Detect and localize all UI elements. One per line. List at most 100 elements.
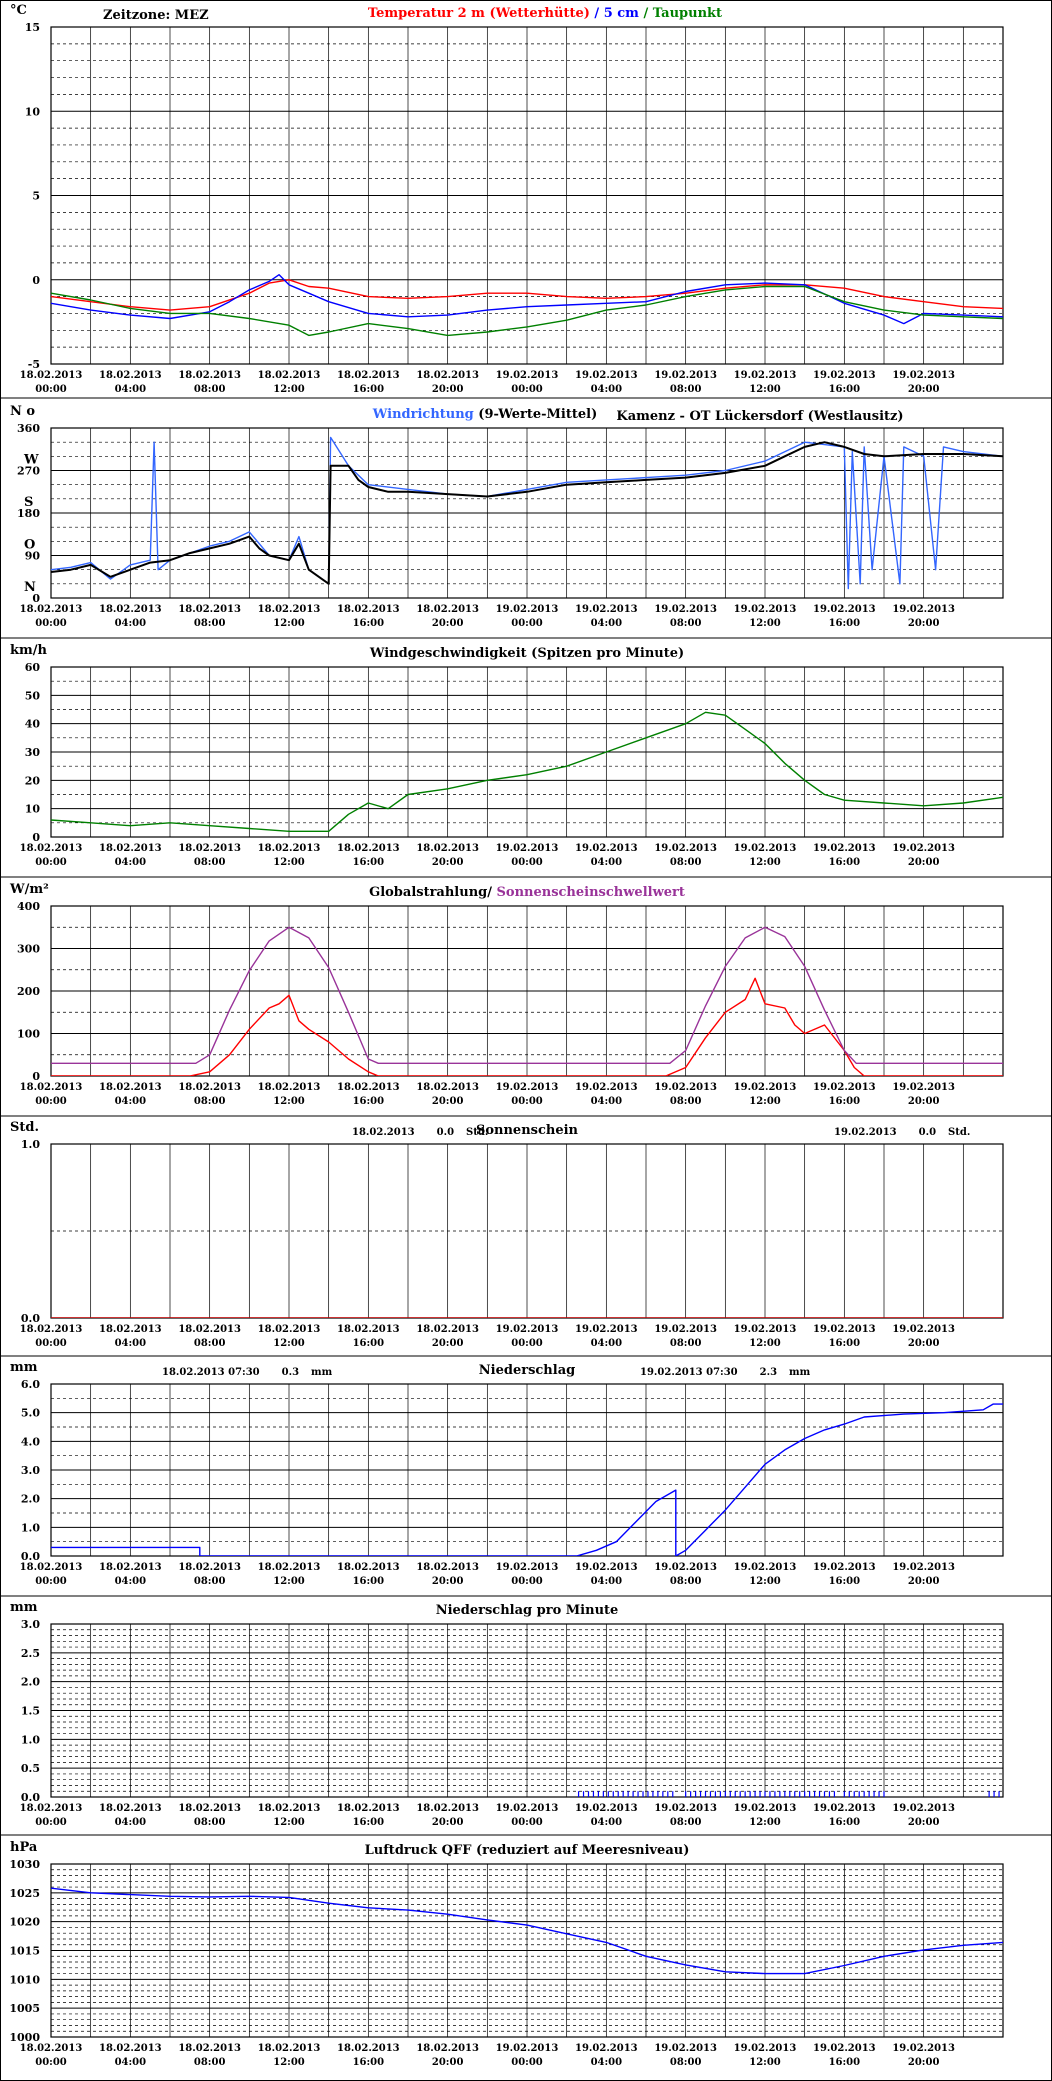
panel-pressure: 1000 1005 1010 1015 1020 1025 1030 hPa Luftdruck…: [9, 1840, 1004, 2068]
x-tick-time: 12:00: [749, 1096, 781, 1107]
x-tick-time: 00:00: [511, 857, 543, 868]
x-tick-time: 20:00: [432, 1338, 464, 1349]
x-tick-time: 08:00: [670, 1338, 702, 1349]
y-tick-label: 2.5: [21, 1647, 40, 1660]
x-tick-time: 08:00: [194, 1576, 226, 1587]
panel-title: Sonnenschein: [476, 1123, 579, 1138]
y-tick-label: 15: [25, 21, 40, 34]
x-tick-time: 00:00: [511, 384, 543, 395]
x-tick-date: 18.02.2013: [416, 1082, 479, 1093]
y-tick-label: 300: [17, 943, 40, 956]
x-tick-date: 19.02.2013: [575, 843, 638, 854]
series-group: [51, 1887, 1003, 1975]
panel-temperature: -5 0 5 10 15 °C Temperatur 2 m (Wetterhütte) /…: [10, 3, 1004, 395]
y-tick-label: 270: [17, 465, 40, 478]
daily-unit: mm: [311, 1367, 333, 1378]
x-tick-date: 19.02.2013: [813, 1324, 876, 1335]
y-tick-label: 0: [32, 1070, 40, 1083]
x-tick-time: 08:00: [670, 2057, 702, 2068]
x-tick-time: 20:00: [432, 1096, 464, 1107]
y-tick-label: 100: [17, 1028, 40, 1041]
y-tick-label: -5: [28, 358, 40, 371]
x-tick-date: 18.02.2013: [178, 604, 241, 615]
x-tick-date: 18.02.2013: [178, 1562, 241, 1573]
x-tick-time: 20:00: [908, 1817, 940, 1828]
x-tick-date: 18.02.2013: [337, 1562, 400, 1573]
y-tick-label: 1.0: [21, 1138, 40, 1151]
x-tick-time: 08:00: [670, 384, 702, 395]
unit-label: °C: [10, 3, 27, 18]
x-tick-date: 18.02.2013: [416, 604, 479, 615]
x-tick-time: 20:00: [432, 618, 464, 629]
x-tick-date: 19.02.2013: [654, 1082, 717, 1093]
x-tick-date: 19.02.2013: [654, 1562, 717, 1573]
x-tick-date: 18.02.2013: [258, 1562, 321, 1573]
x-tick-date: 19.02.2013: [496, 370, 559, 381]
x-tick-date: 19.02.2013: [734, 1562, 797, 1573]
y-tick-label: 5.0: [21, 1407, 40, 1420]
x-tick-time: 16:00: [829, 1338, 861, 1349]
title-segment: Temperatur 2 m (Wetterhütte): [368, 6, 590, 21]
x-tick-date: 19.02.2013: [496, 1082, 559, 1093]
x-tick-date: 18.02.2013: [258, 604, 321, 615]
x-tick-time: 04:00: [591, 857, 623, 868]
x-tick-time: 08:00: [194, 2057, 226, 2068]
unit-label: mm: [10, 1360, 38, 1375]
x-tick-time: 04:00: [591, 1576, 623, 1587]
series-line-radiation-1: [51, 977, 1003, 1076]
daily-value: 0.0: [919, 1127, 936, 1138]
x-tick-time: 12:00: [749, 618, 781, 629]
x-tick-date: 19.02.2013: [813, 1803, 876, 1814]
y-tick-label: 180: [17, 507, 40, 520]
title-segment: Niederschlag pro Minute: [436, 1603, 619, 1618]
x-tick-date: 18.02.2013: [99, 1324, 162, 1335]
y-tick-label: 1010: [9, 1973, 40, 1986]
x-tick-date: 18.02.2013: [99, 843, 162, 854]
x-tick-date: 19.02.2013: [813, 1082, 876, 1093]
x-tick-date: 19.02.2013: [892, 2043, 955, 2054]
y-tick-label: 2.0: [21, 1676, 40, 1689]
x-tick-time: 00:00: [511, 1576, 543, 1587]
x-tick-time: 04:00: [591, 1096, 623, 1107]
x-tick-date: 18.02.2013: [416, 1324, 479, 1335]
x-tick-date: 19.02.2013: [813, 2043, 876, 2054]
x-tick-time: 16:00: [829, 618, 861, 629]
x-tick-time: 12:00: [749, 1576, 781, 1587]
y-tick-label: 2.0: [21, 1493, 40, 1506]
x-tick-date: 18.02.2013: [99, 2043, 162, 2054]
x-tick-time: 00:00: [35, 1338, 67, 1349]
series-line-radiation-2: [51, 926, 1003, 1064]
x-tick-time: 08:00: [194, 1338, 226, 1349]
x-tick-date: 18.02.2013: [416, 370, 479, 381]
x-tick-date: 18.02.2013: [337, 2043, 400, 2054]
y-tick-label: 0: [32, 831, 40, 844]
x-tick-date: 18.02.2013: [20, 370, 83, 381]
panel-title: Windgeschwindigkeit (Spitzen pro Minute): [369, 646, 684, 661]
daily-total-2: 19.02.2013 07:30 2.3 mm: [640, 1367, 811, 1378]
station-label: Kamenz - OT Lückersdorf (Westlausitz): [616, 409, 903, 424]
x-tick-date: 19.02.2013: [892, 1803, 955, 1814]
x-tick-time: 00:00: [511, 1096, 543, 1107]
x-tick-date: 18.02.2013: [337, 370, 400, 381]
x-tick-date: 19.02.2013: [892, 1562, 955, 1573]
x-tick-time: 08:00: [194, 1096, 226, 1107]
y-tick-label: 1.5: [21, 1705, 40, 1718]
x-tick-time: 04:00: [115, 857, 147, 868]
compass-letter: W: [23, 453, 39, 468]
x-tick-date: 19.02.2013: [813, 843, 876, 854]
x-tick-date: 18.02.2013: [178, 1324, 241, 1335]
compass-letter: S: [24, 495, 33, 510]
y-tick-label: 20: [25, 774, 41, 787]
unit-label: N o: [10, 404, 35, 419]
x-tick-time: 00:00: [35, 857, 67, 868]
x-tick-date: 19.02.2013: [892, 843, 955, 854]
title-segment: Sonnenschein: [476, 1123, 579, 1138]
daily-value: 0.0: [437, 1127, 454, 1138]
x-tick-time: 08:00: [194, 1817, 226, 1828]
x-tick-time: 16:00: [353, 1576, 385, 1587]
x-tick-time: 08:00: [194, 384, 226, 395]
x-tick-date: 19.02.2013: [654, 2043, 717, 2054]
y-tick-label: 1030: [9, 1858, 40, 1871]
